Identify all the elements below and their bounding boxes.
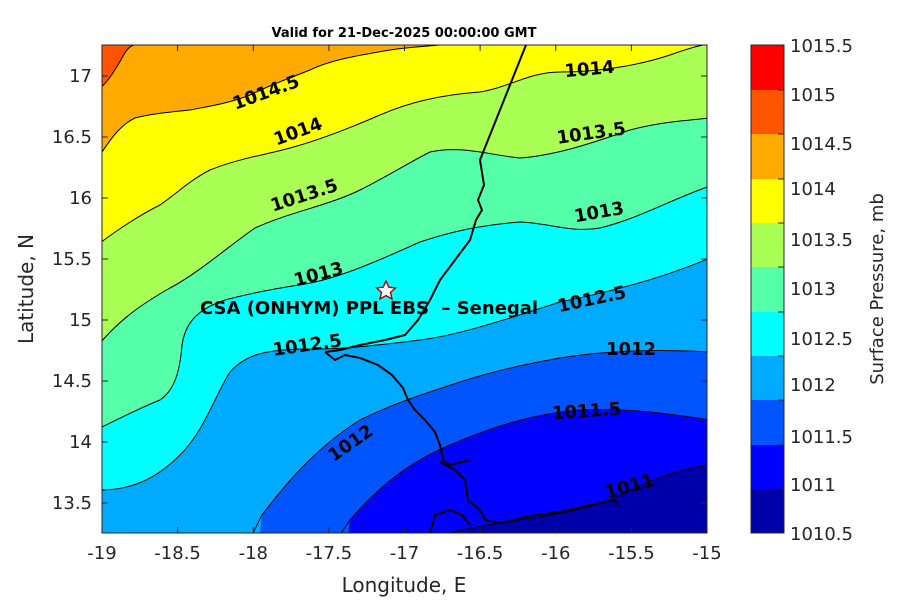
contour-1014 — [102, 45, 707, 243]
y-tick-marks — [102, 75, 707, 504]
y-tick-label: 14 — [69, 432, 92, 453]
y-tick-label: 15.5 — [52, 249, 92, 270]
x-tick-labels: -19 -18.5 -18 -17.5 -17 -16.5 -16 -15.5 … — [87, 543, 721, 564]
contour-label: 1014 — [564, 57, 616, 82]
x-tick-label: -15 — [692, 543, 721, 564]
y-tick-labels: 17 16.5 16 15.5 15 14.5 14 13.5 — [52, 66, 92, 514]
y-tick-label: 16 — [69, 188, 92, 209]
x-tick-label: -17 — [390, 543, 419, 564]
x-tick-label: -18 — [239, 543, 268, 564]
colorbar-tick-label: 1014.5 — [790, 134, 853, 155]
y-tick-label: 13.5 — [52, 493, 92, 514]
border-gambia-north — [324, 351, 471, 467]
colorbar-frame — [750, 44, 785, 534]
contour-1013-5 — [102, 117, 707, 342]
river-border-north — [324, 45, 528, 353]
colorbar-swatch-1010 — [751, 489, 784, 533]
contour-1014-5 — [102, 45, 441, 153]
plot-title: Valid for 21-Dec-2025 00:00:00 GMT — [272, 26, 537, 41]
colorbar-swatch-1013-5 — [751, 179, 784, 224]
colorbar-swatch-1014 — [751, 134, 784, 179]
contour-1011 — [449, 464, 707, 533]
y-tick-label: 17 — [69, 66, 92, 87]
x-tick-label: -16.5 — [457, 543, 504, 564]
x-tick-label: -19 — [87, 543, 116, 564]
colorbar-swatch-1014-5 — [751, 90, 784, 135]
y-tick-label: 15 — [69, 310, 92, 331]
colorbar-swatch-1013 — [751, 223, 784, 268]
x-axis-label: Longitude, E — [342, 573, 467, 597]
colorbar-swatch-1012-5 — [751, 267, 784, 312]
x-tick-label: -17.5 — [306, 543, 353, 564]
station-label: CSA (ONHYM) PPL EBS – Senegal — [200, 298, 538, 319]
star-icon — [374, 279, 398, 301]
contour-1015 — [102, 45, 135, 87]
colorbar-swatch-1011-5 — [751, 356, 784, 401]
contour-1011-5 — [340, 408, 707, 533]
contour-1013 — [102, 186, 707, 428]
x-tick-marks — [101, 45, 708, 533]
colorbar-tick-label: 1010.5 — [790, 524, 853, 545]
colorbar-tick-label: 1012 — [790, 375, 836, 396]
y-tick-label: 14.5 — [52, 371, 92, 392]
band-1015 — [102, 45, 134, 87]
colorbar-tick-label: 1015 — [790, 85, 836, 106]
colorbar-swatch-1011 — [751, 400, 784, 445]
colorbar-tick-marks — [778, 89, 784, 490]
colorbar-swatch-1015 — [751, 45, 784, 90]
colorbar: 1015.5 1015 1014.5 1014 1013.5 1013 1012… — [750, 36, 888, 545]
border-gambia-south — [439, 461, 619, 525]
colorbar-tick-label: 1014 — [790, 179, 836, 200]
colorbar-label: Surface Pressure, mb — [867, 193, 888, 385]
colorbar-tick-label: 1012.5 — [790, 329, 853, 350]
contour-1012-5 — [102, 258, 707, 491]
contour-1012 — [252, 349, 707, 533]
station-marker: CSA (ONHYM) PPL EBS – Senegal — [200, 279, 538, 319]
y-axis-label: Latitude, N — [14, 234, 38, 344]
colorbar-tick-label: 1011 — [790, 475, 836, 496]
colorbar-tick-label: 1013.5 — [790, 230, 853, 251]
colorbar-swatch-1010-5 — [751, 445, 784, 489]
colorbar-tick-label: 1015.5 — [790, 36, 853, 57]
x-tick-label: -15.5 — [608, 543, 655, 564]
x-tick-label: -16 — [541, 543, 570, 564]
contour-label: 1012 — [606, 339, 656, 360]
contour-lines — [102, 45, 707, 533]
colorbar-tick-labels: 1015.5 1015 1014.5 1014 1013.5 1013 1012… — [790, 36, 853, 545]
x-tick-label: -18.5 — [154, 543, 201, 564]
band-1014-5 — [102, 45, 440, 153]
colorbar-tick-label: 1011.5 — [790, 427, 853, 448]
axes: -19 -18.5 -18 -17.5 -17 -16.5 -16 -15.5 … — [14, 44, 722, 597]
contour-label: 1011.5 — [551, 399, 622, 425]
country-borders — [324, 45, 619, 533]
colorbar-tick-label: 1013 — [790, 279, 836, 300]
coastline-south — [429, 508, 471, 533]
y-tick-label: 16.5 — [52, 127, 92, 148]
colorbar-swatch-1012 — [751, 312, 784, 357]
map-area — [102, 45, 707, 533]
